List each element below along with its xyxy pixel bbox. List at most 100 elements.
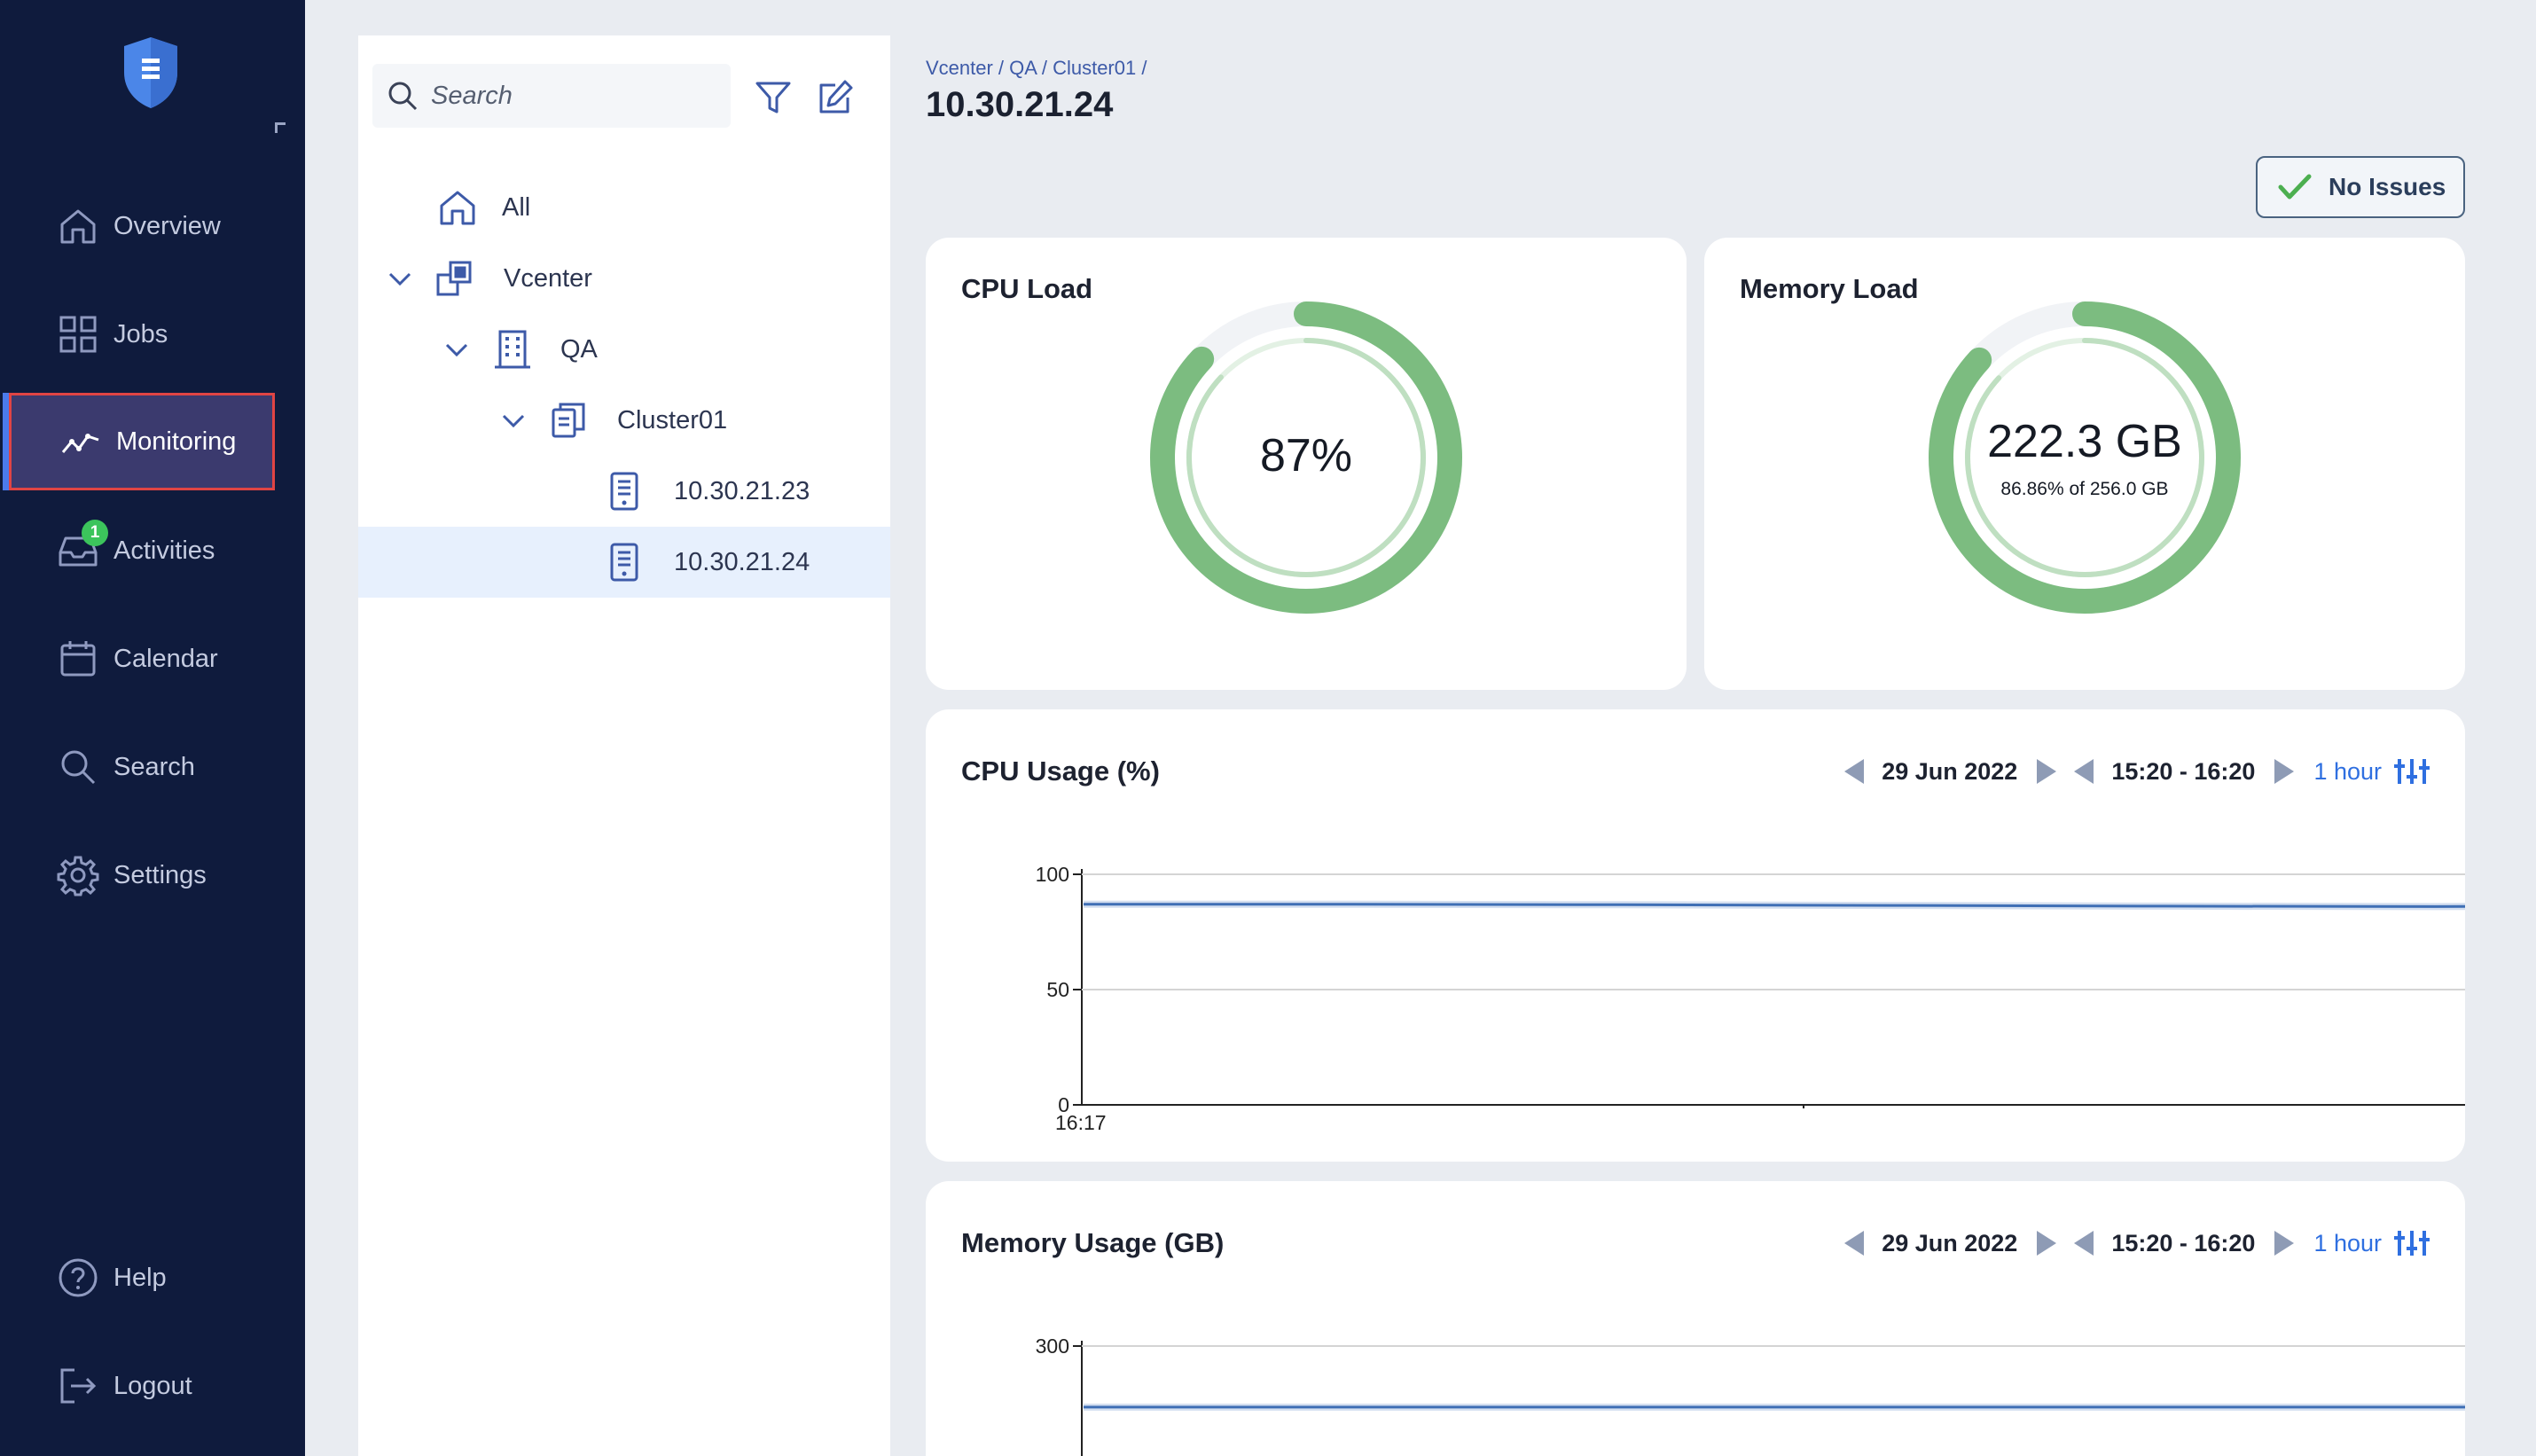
card-title: CPU Load bbox=[961, 273, 1093, 304]
tree-node-label: 10.30.21.24 bbox=[674, 547, 810, 576]
search-icon bbox=[388, 82, 418, 111]
tree-panel: All Vcenter QA Cluster01 10.30.21.23 10.… bbox=[358, 35, 890, 1456]
nav-label: Jobs bbox=[113, 319, 168, 348]
sidebar: Overview Jobs Monitoring 1 Activities Ca… bbox=[0, 0, 305, 1456]
memory-load-card: Memory Load 222.3 GB 86.86% of 256.0 GB bbox=[1704, 238, 2465, 690]
prev-time-button[interactable] bbox=[2074, 759, 2094, 784]
nav-label: Overview bbox=[113, 211, 221, 240]
tree-node-qa[interactable]: QA bbox=[358, 314, 890, 385]
tree-node-vcenter[interactable]: Vcenter bbox=[358, 243, 890, 314]
nav-overview[interactable]: Overview bbox=[0, 177, 305, 275]
help-icon bbox=[59, 1258, 98, 1297]
trend-icon bbox=[61, 434, 99, 453]
tree-search[interactable] bbox=[372, 64, 731, 128]
y-tick-label: 300 bbox=[1036, 1335, 1069, 1358]
grid-icon bbox=[59, 316, 97, 353]
tree-node-label: Cluster01 bbox=[617, 405, 728, 434]
gauge-value: 87% bbox=[1259, 430, 1353, 481]
cpu-load-inner-arc bbox=[1186, 338, 1426, 577]
gauge-ring bbox=[1929, 301, 2241, 614]
series-line bbox=[1084, 903, 2465, 908]
nav-activities[interactable]: Activities bbox=[0, 502, 305, 599]
nav-label: Search bbox=[113, 752, 195, 781]
tree-node-label: All bbox=[502, 192, 531, 222]
nav-jobs[interactable]: Jobs bbox=[0, 286, 305, 383]
range-select[interactable]: 1 hour bbox=[2313, 1229, 2382, 1256]
page-title: 10.30.21.24 bbox=[926, 85, 1114, 124]
range-select[interactable]: 1 hour bbox=[2313, 757, 2382, 785]
tree-node-all[interactable]: All bbox=[358, 172, 890, 243]
status-button[interactable]: No Issues bbox=[2256, 156, 2465, 218]
tree-node-host-selected[interactable]: 10.30.21.24 bbox=[358, 527, 890, 598]
cpu-load-arc bbox=[1150, 301, 1462, 614]
card-title: Memory Usage (GB) bbox=[961, 1227, 1225, 1258]
cluster-icon bbox=[552, 403, 585, 438]
chevron-down-icon[interactable] bbox=[500, 407, 527, 434]
y-tick-label: 50 bbox=[1046, 978, 1069, 1001]
tree-node-label: Vcenter bbox=[504, 263, 592, 293]
logout-icon bbox=[60, 1368, 97, 1404]
home-icon bbox=[440, 191, 475, 225]
date-label: 29 Jun 2022 bbox=[1882, 1229, 2018, 1256]
x-tick-label: 16:17 bbox=[1055, 1111, 1107, 1134]
prev-time-button[interactable] bbox=[2074, 1231, 2094, 1256]
nav-help[interactable]: Help bbox=[0, 1229, 305, 1327]
nav-label: Activities bbox=[113, 536, 215, 565]
chart-controls: 29 Jun 2022 15:20 - 16:20 1 hour bbox=[1844, 1229, 2430, 1257]
memory-usage-chart: 150 300 bbox=[1036, 1335, 2465, 1456]
nav-label: Settings bbox=[113, 860, 207, 889]
gauge-value: 222.3 GB bbox=[1987, 416, 2182, 467]
memory-load-inner-arc bbox=[1965, 338, 2204, 577]
time-range-label: 15:20 - 16:20 bbox=[2111, 1229, 2256, 1256]
shield-logo-icon[interactable] bbox=[121, 35, 181, 110]
adjust-settings-icon[interactable] bbox=[2394, 757, 2430, 786]
next-date-button[interactable] bbox=[2037, 759, 2057, 784]
edit-icon[interactable] bbox=[816, 78, 855, 117]
nav-calendar[interactable]: Calendar bbox=[0, 610, 305, 708]
nav-search[interactable]: Search bbox=[0, 718, 305, 816]
nav-label: Monitoring bbox=[116, 427, 237, 456]
memory-usage-card: Memory Usage (GB) 29 Jun 2022 15:20 - 16… bbox=[926, 1181, 2465, 1456]
nav-label: Help bbox=[113, 1263, 167, 1292]
card-title: Memory Load bbox=[1740, 273, 1919, 304]
collapse-sidebar-icon[interactable] bbox=[275, 122, 286, 133]
search-input[interactable] bbox=[431, 81, 715, 111]
cpu-load-gauge: 87% bbox=[1148, 300, 1464, 615]
filter-icon[interactable] bbox=[754, 78, 793, 117]
calendar-icon bbox=[60, 641, 96, 677]
memory-load-arc bbox=[1929, 301, 2241, 614]
nav-settings[interactable]: Settings bbox=[0, 826, 305, 924]
prev-date-button[interactable] bbox=[1844, 759, 1865, 784]
search-icon bbox=[61, 750, 96, 785]
next-time-button[interactable] bbox=[2274, 1231, 2295, 1256]
nav-monitoring[interactable]: Monitoring bbox=[3, 393, 275, 490]
y-tick-label: 0 bbox=[1058, 1093, 1069, 1116]
card-title: CPU Usage (%) bbox=[961, 755, 1160, 787]
server-icon bbox=[610, 472, 638, 511]
cpu-usage-card: CPU Usage (%) 29 Jun 2022 15:20 - 16:20 … bbox=[926, 709, 2465, 1162]
chevron-down-icon[interactable] bbox=[443, 336, 470, 363]
tree-node-label: QA bbox=[560, 334, 598, 364]
nav-label: Calendar bbox=[113, 644, 218, 673]
breadcrumb[interactable]: Vcenter / QA / Cluster01 / bbox=[926, 57, 1147, 79]
gauge-ring bbox=[1150, 301, 1462, 614]
time-range-label: 15:20 - 16:20 bbox=[2111, 757, 2256, 785]
server-icon bbox=[610, 543, 638, 582]
tree-node-label: 10.30.21.23 bbox=[674, 476, 810, 505]
y-tick-label: 100 bbox=[1036, 863, 1069, 886]
adjust-settings-icon[interactable] bbox=[2394, 1229, 2430, 1257]
nav-logout[interactable]: Logout bbox=[0, 1337, 305, 1435]
home-icon bbox=[60, 209, 96, 244]
tree-node-host[interactable]: 10.30.21.23 bbox=[358, 456, 890, 527]
next-time-button[interactable] bbox=[2274, 759, 2295, 784]
next-date-button[interactable] bbox=[2037, 1231, 2057, 1256]
vcenter-icon bbox=[436, 261, 472, 296]
chevron-down-icon[interactable] bbox=[387, 265, 413, 292]
nav-label: Logout bbox=[113, 1371, 192, 1400]
building-icon bbox=[495, 330, 530, 369]
chart-controls: 29 Jun 2022 15:20 - 16:20 1 hour bbox=[1844, 757, 2430, 786]
inbox-icon bbox=[59, 536, 98, 567]
check-icon bbox=[2278, 174, 2312, 200]
prev-date-button[interactable] bbox=[1844, 1231, 1865, 1256]
tree-node-cluster01[interactable]: Cluster01 bbox=[358, 385, 890, 456]
